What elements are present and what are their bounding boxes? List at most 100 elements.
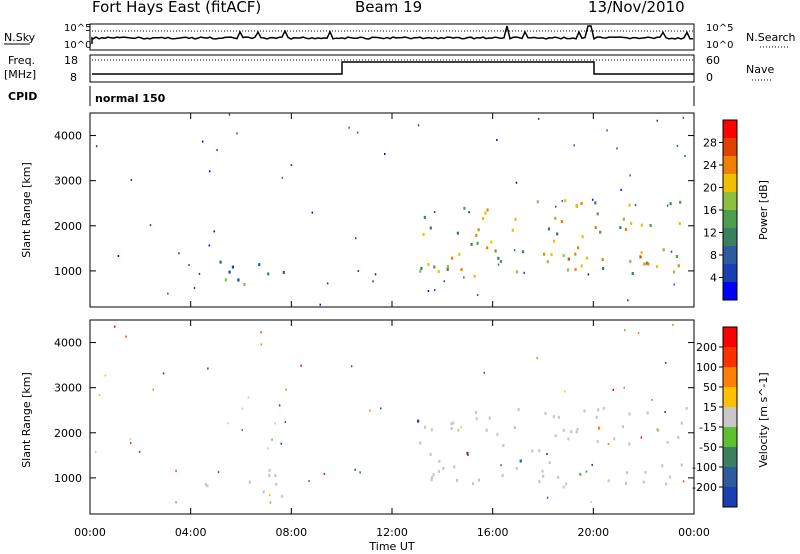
heatmap-cell <box>562 254 565 258</box>
power-heatmap <box>95 113 686 306</box>
heatmap-cell <box>580 202 583 205</box>
heatmap-cell <box>599 230 602 234</box>
y-tick-label: 4000 <box>54 130 82 143</box>
power-y-axis: 1000 2000 3000 4000 <box>54 130 694 278</box>
heatmap-cell <box>677 435 680 439</box>
heatmap-cell <box>679 200 682 204</box>
heatmap-cell <box>646 411 649 415</box>
colorbar-tick-label: 8 <box>710 249 717 262</box>
heatmap-cell <box>427 263 430 266</box>
heatmap-cell <box>456 231 459 235</box>
heatmap-cell <box>546 260 549 264</box>
heatmap-cell <box>457 428 460 432</box>
heatmap-cell <box>574 252 577 256</box>
heatmap-cell <box>500 464 502 467</box>
colorbar-swatch <box>723 264 737 283</box>
heatmap-cell <box>326 282 329 285</box>
heatmap-cell <box>470 242 473 246</box>
heatmap-cell <box>606 129 608 132</box>
y-tick-label: 3000 <box>54 382 82 395</box>
heatmap-cell <box>241 428 243 431</box>
heatmap-cell <box>420 266 423 270</box>
heatmap-cell <box>280 442 282 445</box>
heatmap-cell <box>130 178 133 181</box>
heatmap-cell <box>515 466 518 470</box>
heatmap-cell <box>260 343 263 346</box>
colorbar-swatch <box>723 387 737 408</box>
heatmap-cell <box>501 474 504 477</box>
heatmap-cell <box>430 428 433 432</box>
heatmap-cell <box>644 470 647 474</box>
heatmap-cell <box>359 471 361 474</box>
heatmap-cell <box>117 255 120 257</box>
colorbar-tick-label: 15 <box>703 401 717 414</box>
heatmap-cell <box>417 419 420 423</box>
heatmap-cell <box>486 208 489 212</box>
heatmap-cell <box>228 113 231 116</box>
heatmap-cell <box>319 303 321 306</box>
heatmap-cell <box>543 252 546 256</box>
freq-left-tick-top: 18 <box>64 54 78 67</box>
heatmap-cell <box>419 269 422 273</box>
heatmap-cell <box>640 223 643 227</box>
heatmap-cell <box>429 453 432 456</box>
heatmap-cell <box>138 450 141 453</box>
power-panel: 1000 2000 3000 4000 Slant Range [km] 4 8 12 16… <box>20 112 770 308</box>
heatmap-cell <box>466 451 469 455</box>
heatmap-cell <box>274 422 276 425</box>
heatmap-cell <box>219 260 222 264</box>
heatmap-cell <box>237 278 240 282</box>
freq-label-line1: Freq. <box>8 54 35 67</box>
heatmap-cell <box>483 371 486 374</box>
heatmap-cell <box>474 411 478 414</box>
colorbar-swatch <box>723 192 737 211</box>
heatmap-cell <box>175 501 177 504</box>
x-axis-label: Time UT <box>368 540 414 553</box>
heatmap-cell <box>557 415 561 419</box>
heatmap-cell <box>188 264 190 266</box>
heatmap-cell <box>248 480 251 484</box>
heatmap-cell <box>643 262 646 266</box>
heatmap-cell <box>476 294 479 297</box>
heatmap-cell <box>419 441 422 445</box>
cpid-label: CPID <box>8 90 37 103</box>
heatmap-cell <box>629 174 631 177</box>
heatmap-cell <box>486 246 489 250</box>
heatmap-cell <box>433 211 436 214</box>
colorbar-tick-label: 4 <box>710 272 717 285</box>
heatmap-cell <box>624 329 626 332</box>
cpid-value: normal 150 <box>95 92 166 105</box>
heatmap-cell <box>634 203 637 206</box>
heatmap-cell <box>521 250 525 254</box>
heatmap-cell <box>662 248 665 252</box>
heatmap-cell <box>274 474 277 477</box>
heatmap-cell <box>676 144 679 147</box>
heatmap-cell <box>513 249 516 252</box>
heatmap-cell <box>372 280 374 283</box>
heatmap-cell <box>308 480 310 482</box>
colorbar-tick-label: -200 <box>692 481 717 494</box>
heatmap-cell <box>536 200 539 204</box>
heatmap-cell <box>677 264 680 268</box>
velocity-ylabel: Slant Range [km] <box>20 372 33 468</box>
heatmap-cell <box>515 270 519 274</box>
heatmap-cell <box>443 280 445 283</box>
heatmap-cell <box>627 299 629 302</box>
heatmap-cell <box>656 428 659 431</box>
colorbar-tick-label: 200 <box>696 341 717 354</box>
x-tick-label: 12:00 <box>376 526 408 539</box>
heatmap-cell <box>490 240 493 244</box>
heatmap-cell <box>624 227 628 231</box>
heatmap-cell <box>538 449 541 453</box>
heatmap-cell <box>475 233 478 237</box>
freq-left-tick-bottom: 8 <box>70 71 77 84</box>
heatmap-cell <box>576 427 579 431</box>
colorbar-swatch <box>723 487 737 508</box>
heatmap-cell <box>649 224 652 227</box>
freq-label-line2: [MHz] <box>4 68 36 81</box>
power-colorbar: 4 8 12 16 20 24 28 <box>703 119 738 301</box>
heatmap-cell <box>562 428 565 432</box>
colorbar-swatch <box>723 282 737 301</box>
colorbar-swatch <box>723 467 737 488</box>
